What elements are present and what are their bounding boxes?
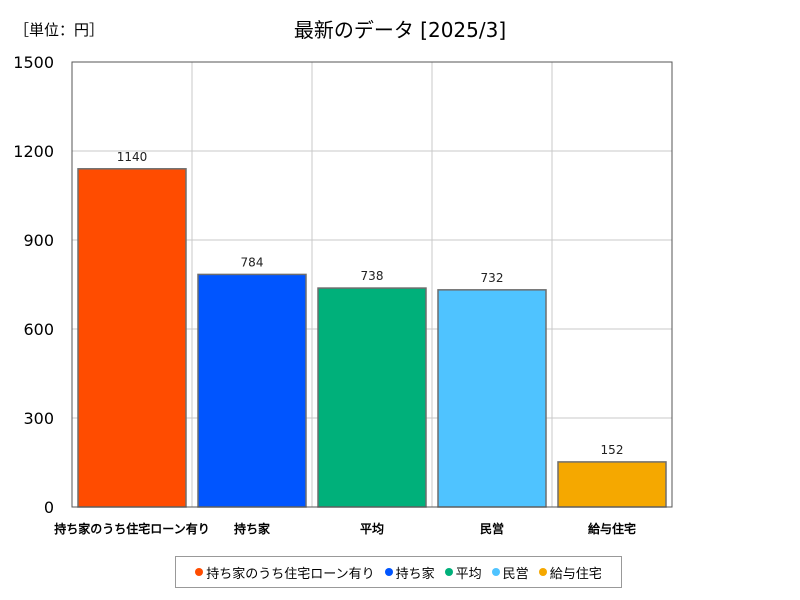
- legend-label: 給与住宅: [549, 566, 602, 582]
- legend-label: 持ち家: [395, 566, 435, 582]
- chart-title: 最新のデータ [2025/3]: [293, 18, 507, 42]
- x-tick-label: 平均: [360, 521, 384, 536]
- x-tick-label: 給与住宅: [588, 521, 636, 536]
- bar: [557, 461, 667, 508]
- data-label: 738: [361, 269, 384, 283]
- legend-label: 持ち家のうち住宅ローン有り: [206, 566, 375, 582]
- data-label: 1140: [117, 150, 148, 164]
- chart-legend: 持ち家のうち住宅ローン有り 持ち家 平均 民営 給与住宅: [175, 556, 622, 588]
- legend-dot-icon: [384, 568, 393, 576]
- legend-dot-icon: [195, 568, 204, 576]
- legend-dot-icon: [444, 568, 453, 576]
- legend-dot-icon: [538, 568, 547, 576]
- bar: [77, 168, 187, 508]
- legend-dot-icon: [491, 568, 500, 576]
- y-tick-label: 600: [23, 320, 54, 339]
- legend-label: 民営: [502, 566, 529, 582]
- legend-item: 民営: [491, 563, 529, 582]
- unit-label: ［単位：円］: [14, 21, 105, 39]
- x-tick-label: 持ち家: [234, 521, 271, 536]
- y-tick-label: 1500: [13, 53, 54, 72]
- bar: [197, 273, 307, 508]
- legend-item: 持ち家: [384, 563, 435, 582]
- plot-border: [71, 61, 673, 508]
- x-tick-label: 持ち家のうち住宅ローン有り: [54, 521, 209, 536]
- y-tick-label: 900: [23, 231, 54, 250]
- legend-label: 平均: [455, 566, 482, 582]
- y-tick-label: 300: [23, 409, 54, 428]
- legend-item: 持ち家のうち住宅ローン有り: [195, 563, 375, 582]
- bar: [317, 287, 427, 508]
- data-label: 152: [601, 443, 624, 457]
- y-tick-label: 1200: [13, 142, 54, 161]
- legend-item: 平均: [444, 563, 482, 582]
- x-tick-label: 民営: [480, 521, 504, 536]
- data-label: 732: [481, 271, 504, 285]
- bar: [437, 289, 547, 508]
- legend-item: 給与住宅: [538, 563, 602, 582]
- y-tick-label: 0: [44, 498, 54, 517]
- data-label: 784: [241, 255, 264, 269]
